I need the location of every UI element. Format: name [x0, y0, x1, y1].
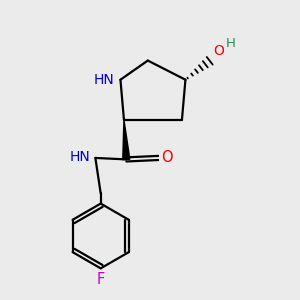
Text: F: F: [97, 272, 105, 287]
Text: O: O: [161, 150, 173, 165]
Text: H: H: [226, 37, 236, 50]
Text: HN: HN: [69, 150, 90, 164]
Text: HN: HN: [93, 73, 114, 87]
Polygon shape: [123, 120, 130, 160]
Text: O: O: [213, 44, 224, 58]
